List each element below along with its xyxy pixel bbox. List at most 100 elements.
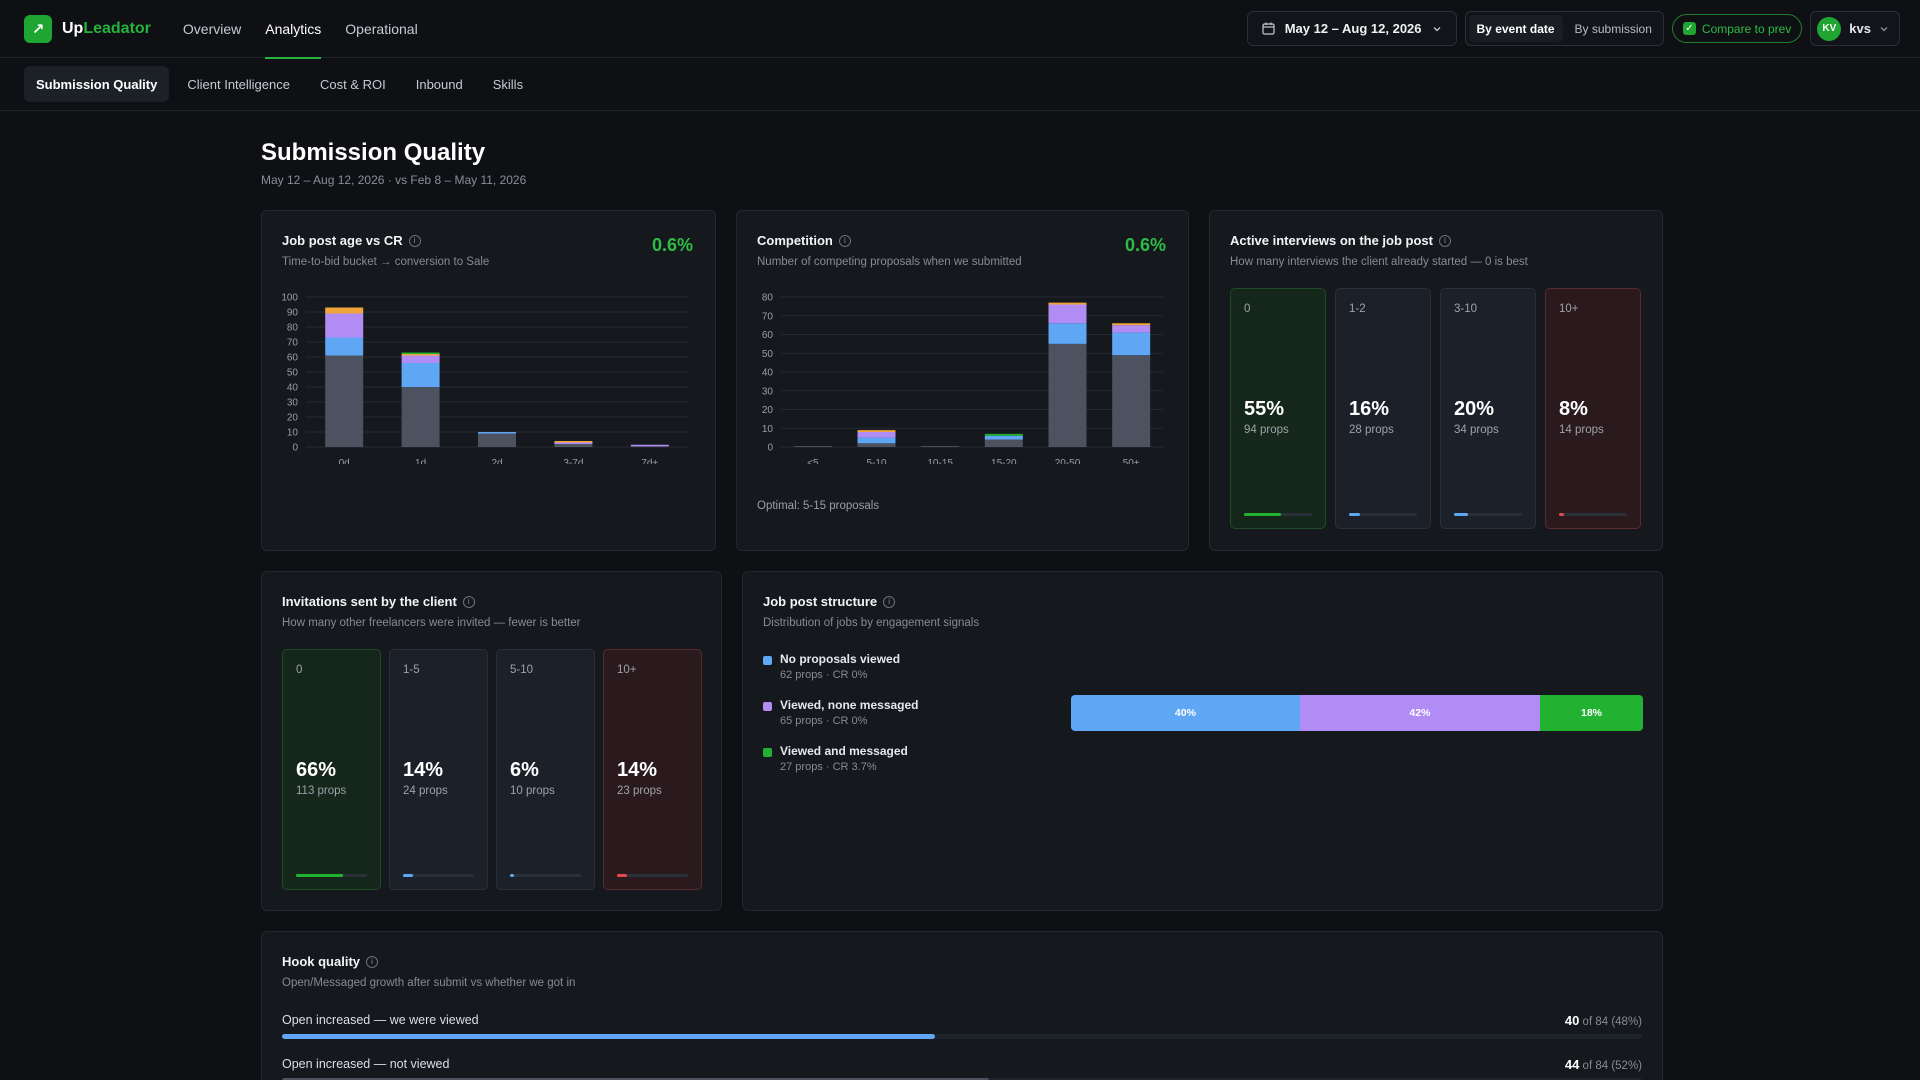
bucket-progress-fill [403,874,413,877]
bucket-card: 0 55% 94 props [1230,288,1326,529]
user-menu[interactable]: KV kvs [1810,11,1900,46]
top-bar: ↗ Up Leadator Overview Analytics Operati… [0,0,1920,59]
legend-name: Viewed and messaged [780,744,908,758]
hook-fill [282,1078,990,1080]
bucket-card: 1-2 16% 28 props [1335,288,1431,529]
legend-swatch [763,748,772,757]
bar-segment [857,432,896,438]
hook-label: Open increased — we were viewed [282,1013,479,1027]
competition-card: Competition i Number of competing proposa… [736,210,1189,551]
tab-submission-quality[interactable]: Submission Quality [24,66,170,102]
competition-chart: 0 10 20 30 40 50 60 70 80 <5 5-10 10-15 15-20 20-50 50… [762,293,1163,464]
card-title-text: Competition [757,233,833,248]
hook-row: Open increased — not viewed 44 of 84 (52… [282,1057,1642,1080]
job-post-age-chart: 0 10 20 30 40 50 60 70 80 90 100 0d 1d 2d 3-7d 7d+ [281,293,688,464]
bucket-card: 10+ 14% 23 props [603,649,702,890]
y-tick-label: 30 [287,398,299,409]
brand-logo[interactable]: ↗ Up Leadator [24,14,151,43]
hook-track [282,1034,1642,1039]
y-tick-label: 80 [287,323,299,334]
tab-skills[interactable]: Skills [492,76,524,92]
logo-arrow-icon: ↗ [24,14,52,43]
y-tick-label: 30 [762,386,774,397]
hook-of: of 84 (48%) [1582,1016,1642,1028]
hook-count: 44 [1564,1057,1580,1072]
bucket-label: 1-5 [403,664,420,676]
info-icon[interactable]: i [1438,234,1451,247]
x-tick-label: 2d [491,458,502,464]
info-icon[interactable]: i [462,595,475,608]
legend-meta: 27 props · CR 3.7% [780,761,877,773]
info-icon[interactable]: i [408,234,421,247]
date-range-picker[interactable]: May 12 – Aug 12, 2026 [1246,11,1457,46]
info-icon[interactable]: i [838,234,851,247]
analytics-subnav: Submission Quality Client Intelligence C… [0,58,1920,111]
legend-swatch [763,656,772,665]
chevron-down-icon [1433,26,1440,31]
by-submission-option[interactable]: By submission [1574,21,1652,36]
bucket-card: 10+ 8% 14 props [1545,288,1641,529]
nav-analytics[interactable]: Analytics [265,0,322,59]
bucket-progress-fill [617,874,627,877]
bucket-progress-fill [1244,513,1282,516]
tab-cost-roi[interactable]: Cost & ROI [319,76,386,92]
hook-fill [282,1034,935,1039]
nav-operational[interactable]: Operational [345,20,418,37]
bar-segment [554,441,593,443]
bar-segment [630,444,669,447]
bar-segment [1112,325,1151,333]
x-tick-label: 15-20 [991,458,1017,464]
hook-value: 40 of 84 (48%) [1565,1013,1642,1028]
tab-client-intelligence[interactable]: Client Intelligence [187,76,290,92]
bucket-props: 10 props [510,784,555,797]
bucket-props: 14 props [1559,423,1604,436]
x-tick-label: 0d [339,458,350,464]
card-subtitle: How many interviews the client already s… [1230,256,1528,268]
y-tick-label: 40 [287,383,299,394]
legend-name: Viewed, none messaged [780,698,919,712]
structure-legend-item: Viewed and messaged 27 props · CR 3.7% [763,744,908,773]
bucket-props: 94 props [1244,423,1289,436]
bucket-percent: 8% [1559,397,1588,420]
nav-overview[interactable]: Overview [182,20,242,37]
stacked-bar-segment: 40% [1071,695,1300,731]
bar-segment [1048,302,1087,305]
bucket-progress-track [1349,513,1417,516]
y-tick-label: 70 [287,338,299,349]
bar-segment [984,433,1023,436]
active-interviews-card: Active interviews on the job post i How m… [1209,210,1663,551]
bucket-progress-track [1559,513,1627,516]
y-tick-label: 100 [281,293,298,304]
bar-segment [1112,323,1151,326]
bar-segment [630,446,669,448]
by-event-date-option[interactable]: By event date [1468,15,1563,42]
compare-to-prev-toggle[interactable]: ✓ Compare to prev [1671,14,1803,43]
avatar: KV [1817,16,1842,41]
y-tick-label: 60 [287,353,299,364]
card-subtitle: Time-to-bid bucket → conversion to Sale [282,256,490,268]
checkbox-checked-icon: ✓ [1682,22,1696,35]
card-title: Job post age vs CR i [282,233,421,248]
x-tick-label: 10-15 [927,458,953,464]
bar-segment [478,433,516,447]
page-title: Submission Quality [261,139,486,166]
bucket-label: 3-10 [1454,303,1478,315]
card-subtitle: Number of competing proposals when we su… [757,256,1022,268]
card-title-text: Hook quality [282,954,361,969]
brand-name-lead: Leadator [83,19,151,37]
calendar-icon [1262,22,1275,35]
tab-inbound[interactable]: Inbound [415,76,463,92]
y-tick-label: 0 [767,443,773,454]
bucket-percent: 14% [617,758,658,781]
info-icon[interactable]: i [883,595,896,608]
bucket-label: 5-10 [510,664,534,676]
bar-segment [554,442,593,444]
bucket-progress-track [1454,513,1522,516]
bar-segment [478,432,516,434]
structure-stacked-bar: 40% 42% 18% [1071,695,1643,731]
card-title-text: Job post age vs CR [282,233,403,248]
bucket-card: 3-10 20% 34 props [1440,288,1536,529]
brand-name-up: Up [62,19,84,37]
info-icon[interactable]: i [366,955,379,968]
structure-legend-item: Viewed, none messaged 65 props · CR 0% [763,698,919,727]
